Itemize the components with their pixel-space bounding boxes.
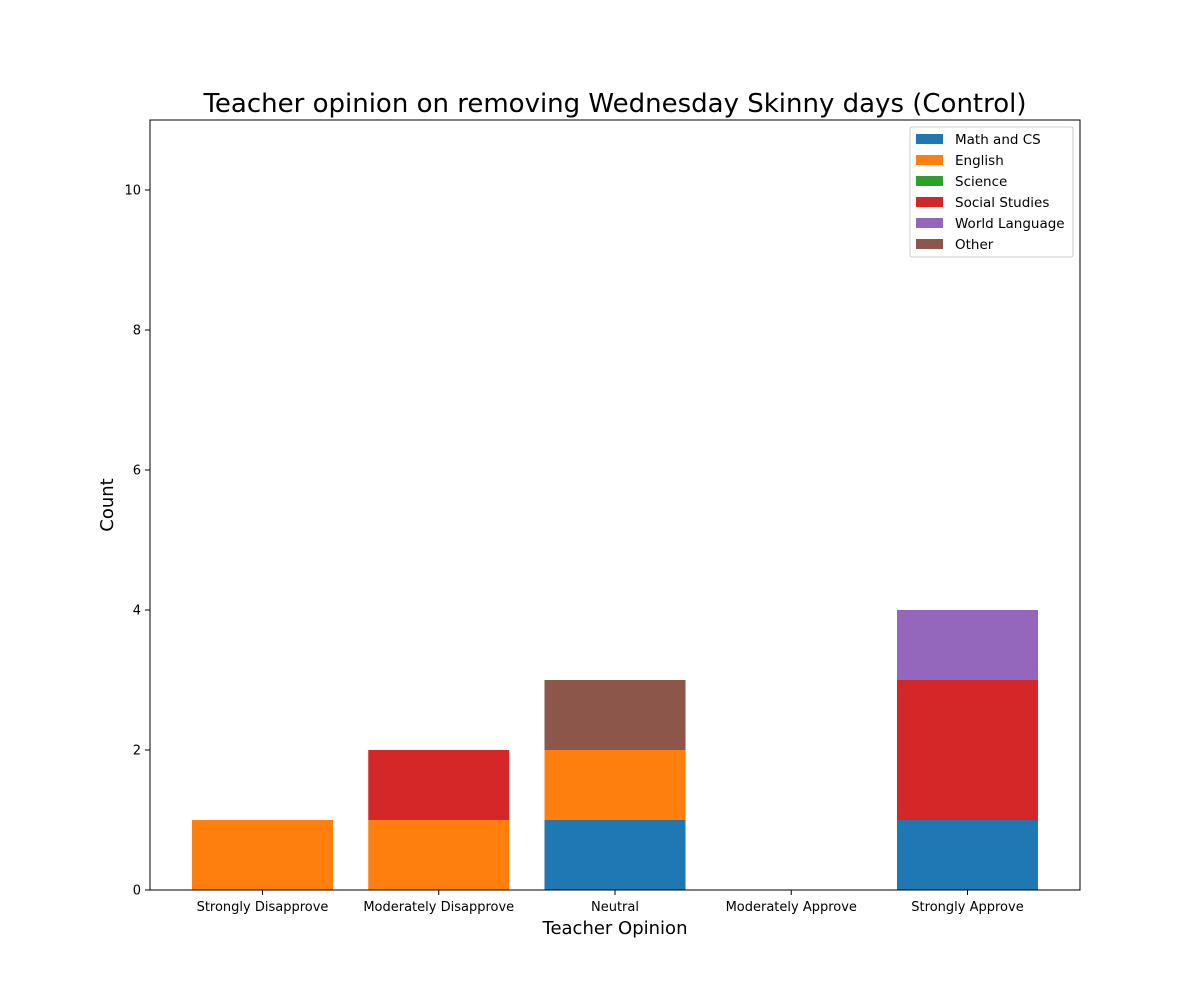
legend-label: Social Studies bbox=[955, 195, 1049, 211]
y-tick-label: 0 bbox=[133, 884, 141, 899]
legend-label: World Language bbox=[955, 216, 1065, 232]
legend-label: English bbox=[955, 153, 1004, 169]
legend-swatch bbox=[916, 176, 943, 186]
y-axis-title: Count bbox=[97, 478, 118, 531]
legend-box bbox=[909, 126, 1074, 258]
legend-swatch bbox=[916, 155, 943, 165]
x-tick-label: Strongly Approve bbox=[911, 900, 1023, 915]
y-tick-label: 6 bbox=[133, 464, 141, 479]
legend-label: Math and CS bbox=[955, 132, 1041, 148]
legend-swatch bbox=[916, 134, 943, 144]
x-tick-label: Strongly Disapprove bbox=[197, 900, 329, 915]
bar-segment bbox=[897, 820, 1038, 890]
x-axis: Strongly Disapprove Moderately Disapprove… bbox=[197, 890, 1024, 915]
bar-segment bbox=[368, 750, 510, 820]
y-tick-label: 10 bbox=[124, 184, 141, 199]
bar-segment bbox=[544, 680, 686, 750]
x-tick-label: Moderately Approve bbox=[726, 900, 857, 915]
legend: Math and CS English Science Social Studies W… bbox=[909, 126, 1074, 258]
legend-swatch bbox=[916, 218, 943, 228]
legend-label: Other bbox=[955, 237, 994, 253]
chart-title: Teacher opinion on removing Wednesday Sk… bbox=[202, 89, 1026, 119]
bar-segment bbox=[368, 820, 510, 890]
y-tick-label: 4 bbox=[133, 604, 141, 619]
y-tick-label: 2 bbox=[133, 744, 141, 759]
legend-swatch bbox=[916, 239, 943, 249]
bar-segment bbox=[192, 820, 333, 890]
legend-label: Science bbox=[955, 174, 1007, 190]
y-tick-label: 8 bbox=[133, 324, 141, 339]
legend-swatch bbox=[916, 197, 943, 207]
y-axis: 0 2 4 6 8 10 bbox=[124, 184, 150, 899]
bar-segment bbox=[897, 610, 1038, 680]
x-tick-label: Neutral bbox=[591, 900, 639, 915]
x-tick-label: Moderately Disapprove bbox=[363, 900, 514, 915]
bars-group bbox=[192, 610, 1038, 890]
bar-segment bbox=[544, 820, 686, 890]
bar-segment bbox=[544, 750, 686, 820]
bar-segment bbox=[897, 680, 1038, 820]
x-axis-title: Teacher Opinion bbox=[542, 918, 688, 939]
